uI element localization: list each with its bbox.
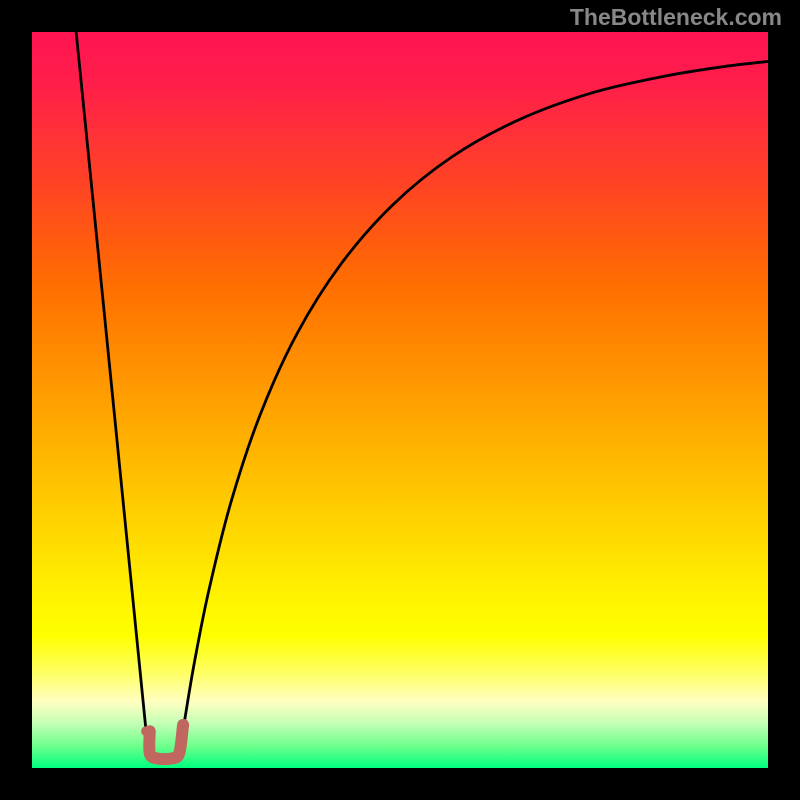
watermark-text: TheBottleneck.com — [570, 4, 782, 31]
plot-area — [32, 32, 768, 768]
chart-svg — [32, 32, 768, 768]
chart-container: TheBottleneck.com — [0, 0, 800, 800]
gradient-background — [32, 32, 768, 768]
trough-marker-dot — [141, 726, 151, 736]
